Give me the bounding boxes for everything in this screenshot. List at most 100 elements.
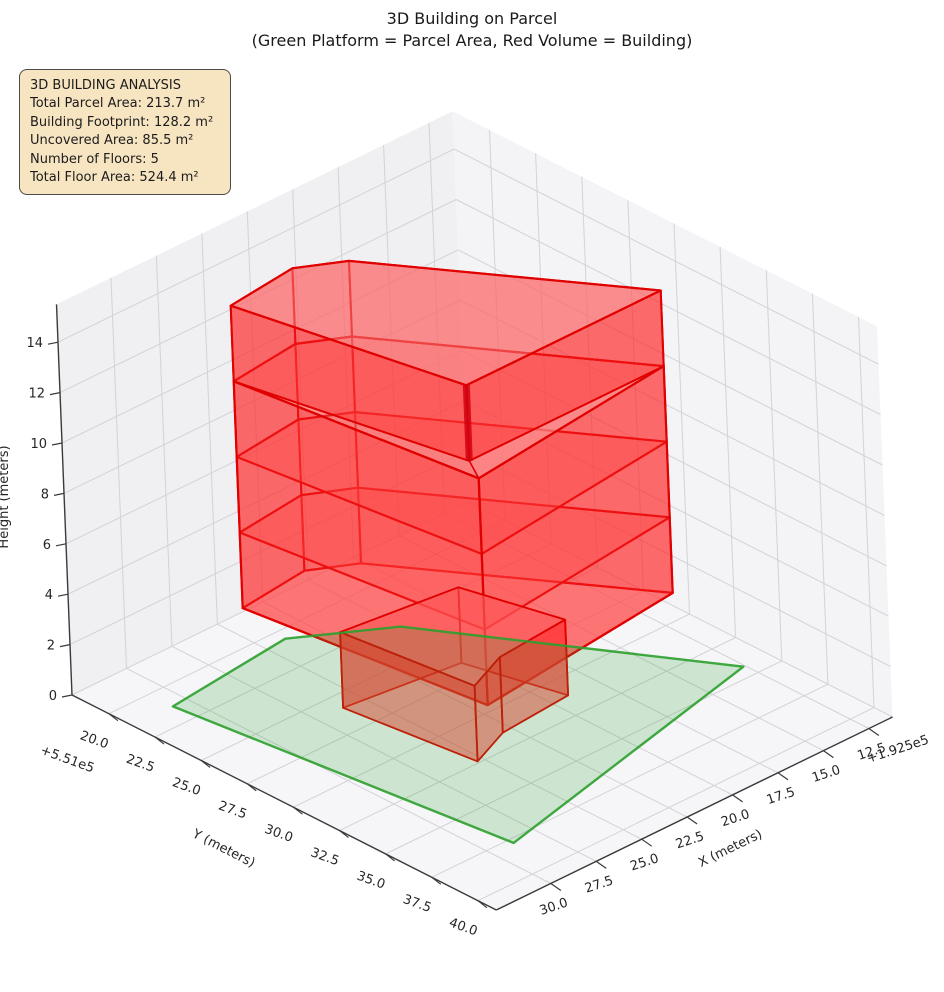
grid-line <box>455 199 881 416</box>
tick-label: 30.0 <box>538 896 570 919</box>
grid-line <box>431 683 829 878</box>
chart-title-line1: 3D Building on Parcel <box>386 9 558 28</box>
tick-mark <box>49 392 61 396</box>
grid-line <box>673 223 690 615</box>
grid-line <box>65 350 463 545</box>
analysis-line: Total Floor Area: 524.4 m² <box>30 170 199 186</box>
tick-label: 14 <box>26 336 43 351</box>
chart-title-line2: (Green Platform = Parcel Area, Red Volum… <box>251 31 693 50</box>
grid-line <box>385 660 783 855</box>
tick-mark <box>339 830 349 839</box>
tick-mark <box>431 876 442 885</box>
tick-label: 30.0 <box>262 822 294 846</box>
grid-line <box>811 293 829 685</box>
tick-label: 10 <box>30 437 47 452</box>
tick-mark <box>61 694 73 698</box>
tick-mark <box>477 900 488 909</box>
tick-label: 22.5 <box>124 752 156 776</box>
tick-label: 27.5 <box>216 799 248 823</box>
tick-mark <box>732 794 743 803</box>
grid-line <box>461 350 887 567</box>
building-face <box>232 380 489 707</box>
tick-label: 27.5 <box>583 873 615 896</box>
axis-line <box>71 694 497 911</box>
analysis-line: Building Footprint: 128.2 m² <box>30 114 214 130</box>
x-axis-label: X (meters) <box>696 827 765 871</box>
grid-line <box>246 211 264 603</box>
floor-slab <box>238 486 671 631</box>
grid-line <box>398 535 824 752</box>
grid-line <box>155 255 173 647</box>
tick-label: 40.0 <box>447 915 479 939</box>
tick-label: 12 <box>28 387 45 402</box>
tick-label: 2 <box>47 639 55 654</box>
tick-mark <box>686 816 698 825</box>
tick-mark <box>154 736 165 745</box>
grid-line <box>57 148 455 343</box>
grid-line <box>581 176 598 568</box>
grid-line <box>110 277 127 669</box>
tick-label: 17.5 <box>765 785 797 808</box>
analysis-box-title: 3D BUILDING ANALYSIS <box>30 78 182 93</box>
tick-label: 35.0 <box>355 869 387 893</box>
tick-mark <box>641 838 653 847</box>
grid-line <box>477 707 875 902</box>
tick-label: 4 <box>45 588 53 603</box>
analysis-line: Total Parcel Area: 213.7 m² <box>30 96 206 112</box>
tick-label: 0 <box>49 689 57 704</box>
floor-slab <box>235 411 668 556</box>
grid-line <box>719 246 737 638</box>
grid-line <box>765 270 783 661</box>
tick-label: 6 <box>43 538 51 553</box>
tick-mark <box>47 341 59 345</box>
tick-mark <box>550 882 562 891</box>
chart-title: 3D Building on Parcel (Green Platform = … <box>0 8 944 52</box>
grid-line <box>858 316 875 708</box>
grid-line <box>69 451 467 646</box>
analysis-line: Number of Floors: 5 <box>30 151 159 167</box>
axis-line <box>55 304 73 696</box>
tick-mark <box>200 759 211 768</box>
tick-label: 8 <box>41 487 49 502</box>
axis-line <box>495 716 893 911</box>
tick-label: 32.5 <box>309 845 341 869</box>
tick-mark <box>51 442 63 446</box>
building-face <box>473 656 504 763</box>
tick-label: 25.0 <box>170 775 202 799</box>
grid-line <box>444 512 870 729</box>
tick-mark <box>595 860 607 869</box>
tick-label: 25.0 <box>629 851 661 874</box>
tick-mark <box>823 750 834 759</box>
tick-mark <box>53 492 65 496</box>
parcel-polygon <box>171 625 745 845</box>
grid-line <box>453 148 879 365</box>
tick-label: 22.5 <box>674 829 706 852</box>
analysis-line: Uncovered Area: 85.5 m² <box>30 133 194 149</box>
z-axis-label: Height (meters) <box>0 445 12 548</box>
grid-line <box>67 400 465 595</box>
analysis-box: 3D BUILDING ANALYSIS Total Parcel Area: … <box>19 69 231 196</box>
grid-line <box>337 167 355 558</box>
tick-mark <box>293 806 303 815</box>
x-axis-offset-text: +1.925e5 <box>865 733 931 767</box>
tick-mark <box>55 543 67 547</box>
tick-mark <box>385 853 396 862</box>
grid-line <box>627 200 644 591</box>
tick-mark <box>246 783 257 792</box>
grid-line <box>465 451 891 668</box>
corner-post <box>462 385 473 462</box>
pane-left <box>56 111 469 696</box>
tick-mark <box>777 772 789 781</box>
grid-line <box>467 501 893 718</box>
tick-mark <box>59 644 71 648</box>
y-axis-label: Y (meters) <box>189 826 257 871</box>
pane-right <box>452 111 893 718</box>
tick-mark <box>108 713 119 722</box>
tick-label: 20.0 <box>78 728 110 752</box>
grid-line <box>171 645 597 862</box>
y-axis-offset-text: +5.51e5 <box>38 743 96 776</box>
grid-line <box>126 667 552 884</box>
tick-label: 15.0 <box>810 763 842 786</box>
